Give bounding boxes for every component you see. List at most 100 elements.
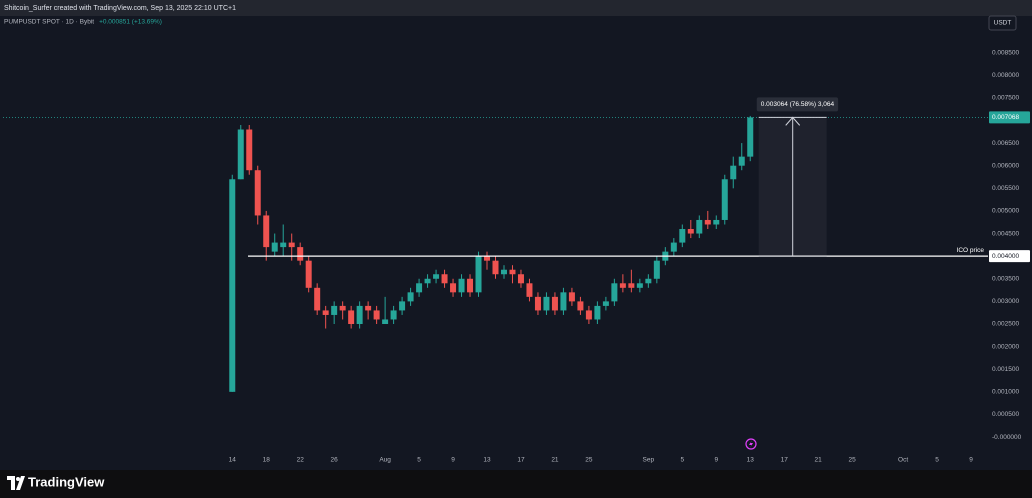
bottom-bar xyxy=(0,470,1032,498)
candle xyxy=(382,296,389,324)
candle-body xyxy=(543,296,550,311)
y-tick-label: 0.006000 xyxy=(992,162,1019,169)
candle-body xyxy=(271,242,278,252)
candle xyxy=(747,115,754,162)
alert-icon[interactable] xyxy=(745,438,757,450)
candle xyxy=(458,274,465,297)
candle-body xyxy=(475,256,482,293)
candle xyxy=(433,269,440,284)
candle-body xyxy=(713,219,720,225)
candle-body xyxy=(356,305,363,324)
x-tick-label: 26 xyxy=(331,457,339,464)
candle-body xyxy=(305,260,312,288)
candle xyxy=(551,292,558,315)
candle-body xyxy=(704,219,711,225)
candle-body xyxy=(602,301,609,306)
currency-box[interactable] xyxy=(988,15,1017,31)
candle xyxy=(721,174,728,225)
y-tick-label: 0.007500 xyxy=(992,95,1019,102)
x-tick-label: 13 xyxy=(483,457,491,464)
candle-body xyxy=(738,156,745,166)
candle-body xyxy=(687,229,694,234)
candle xyxy=(636,278,643,293)
y-tick-label: -0.000000 xyxy=(992,434,1022,441)
candle xyxy=(390,305,397,324)
candle-body xyxy=(450,283,457,293)
candle xyxy=(229,174,236,392)
candle-body xyxy=(577,301,584,311)
candle xyxy=(441,269,448,288)
measure-arrowhead xyxy=(785,116,801,126)
candle-body xyxy=(534,296,541,311)
candle xyxy=(602,296,609,311)
candle xyxy=(484,251,491,270)
candle xyxy=(713,215,720,230)
candle xyxy=(526,278,533,302)
x-tick-label: 17 xyxy=(781,457,789,464)
x-tick-label: 5 xyxy=(935,457,939,464)
candle xyxy=(407,287,414,306)
x-tick-label: 9 xyxy=(714,457,718,464)
x-tick-label: 17 xyxy=(517,457,525,464)
ico-price-label: 0.004000 xyxy=(992,253,1019,260)
last-price-label: 0.007068 xyxy=(992,114,1019,121)
candle-body xyxy=(229,179,236,392)
candle xyxy=(704,210,711,230)
candle-body xyxy=(399,301,406,311)
candle-body xyxy=(297,247,304,261)
y-tick-label: 0.004500 xyxy=(992,230,1019,237)
x-tick-label: 18 xyxy=(263,457,271,464)
candle-body xyxy=(670,242,677,252)
x-tick-label: 9 xyxy=(451,457,455,464)
candle xyxy=(339,301,346,320)
candle-body xyxy=(263,215,270,248)
candle xyxy=(271,233,278,257)
candle-body xyxy=(390,310,397,320)
candle-body xyxy=(551,296,558,311)
candle-body xyxy=(696,219,703,234)
candle xyxy=(492,256,499,279)
y-tick-label: 0.008500 xyxy=(992,49,1019,56)
candle xyxy=(297,242,304,266)
candle xyxy=(560,287,567,315)
candle-body xyxy=(280,242,287,248)
candle xyxy=(314,283,321,315)
brand-logo xyxy=(7,476,25,490)
candle xyxy=(305,256,312,293)
candle xyxy=(670,238,677,257)
candle-body xyxy=(348,310,355,324)
candle-body xyxy=(433,274,440,279)
candle-body xyxy=(560,292,567,311)
candle-body xyxy=(619,283,626,288)
logo-part xyxy=(16,476,25,490)
candle xyxy=(517,269,524,288)
candle xyxy=(730,156,737,189)
candle-body xyxy=(237,129,244,180)
candle xyxy=(568,287,575,306)
y-tick-label: 0.006500 xyxy=(992,140,1019,147)
candle-body xyxy=(467,278,474,293)
candle xyxy=(424,274,431,288)
y-tick-label: 0.001000 xyxy=(992,389,1019,396)
candle xyxy=(416,278,423,297)
candle xyxy=(696,215,703,239)
x-tick-label: 25 xyxy=(585,457,593,464)
candle-body xyxy=(322,310,329,315)
candle-body xyxy=(628,283,635,288)
candle-body xyxy=(526,283,533,297)
x-tick-label: 5 xyxy=(417,457,421,464)
candle-body xyxy=(373,310,380,320)
candle xyxy=(373,305,380,324)
candle xyxy=(280,224,287,257)
candle xyxy=(577,296,584,315)
candle-body xyxy=(424,278,431,284)
candle-body xyxy=(407,292,414,302)
candle-body xyxy=(484,256,491,261)
candle-body xyxy=(416,283,423,293)
candle-body xyxy=(339,305,346,311)
candle-body xyxy=(288,242,295,248)
x-tick-label: 14 xyxy=(229,457,237,464)
x-tick-label: 9 xyxy=(969,457,973,464)
candle-body xyxy=(730,165,737,180)
